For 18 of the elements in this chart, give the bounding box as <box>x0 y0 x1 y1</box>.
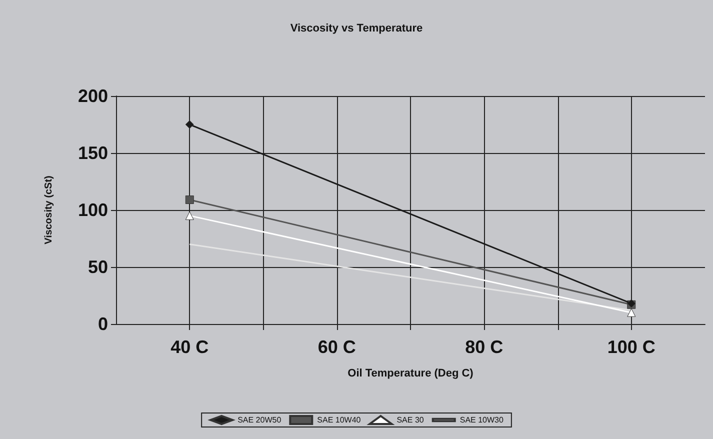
legend-label: SAE 20W50 <box>238 416 282 424</box>
legend-label: SAE 10W30 <box>460 416 504 424</box>
legend-label: SAE 30 <box>396 416 424 424</box>
y-tick-label: 50 <box>88 257 108 277</box>
y-tick-label: 100 <box>78 200 108 220</box>
chart-title: Viscosity vs Temperature <box>290 22 423 34</box>
y-tick-label: 150 <box>78 143 108 163</box>
x-axis-title: Oil Temperature (Deg C) <box>348 368 474 380</box>
x-tick-label: 80 C <box>465 337 504 357</box>
y-tick-label: 200 <box>78 86 108 106</box>
point <box>185 195 194 204</box>
x-tick-label: 60 C <box>318 337 356 357</box>
legend-label: SAE 10W40 <box>317 416 362 424</box>
x-tick-label: 40 C <box>170 337 209 357</box>
y-tick-label: 0 <box>98 314 108 334</box>
x-tick-label: 100 C <box>607 337 656 357</box>
point <box>185 120 194 129</box>
y-axis-title: Viscosity (cSt) <box>44 176 54 244</box>
